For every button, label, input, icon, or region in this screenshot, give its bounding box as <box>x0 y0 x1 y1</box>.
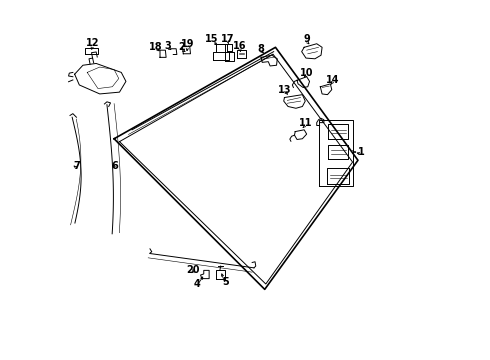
Text: 6: 6 <box>112 161 119 171</box>
Text: 12: 12 <box>86 38 99 48</box>
Text: 8: 8 <box>258 44 265 54</box>
Text: 14: 14 <box>326 75 340 85</box>
Text: 10: 10 <box>300 68 314 78</box>
Text: 16: 16 <box>233 41 246 50</box>
Text: 2: 2 <box>178 42 185 52</box>
Text: 11: 11 <box>298 118 312 128</box>
Text: 18: 18 <box>149 42 163 51</box>
Text: 1: 1 <box>358 147 365 157</box>
Text: 13: 13 <box>278 85 292 95</box>
Text: 4: 4 <box>193 279 200 289</box>
Text: 5: 5 <box>222 277 229 287</box>
Text: 20: 20 <box>186 265 200 275</box>
Text: 19: 19 <box>181 40 195 49</box>
Text: 17: 17 <box>221 34 235 44</box>
Text: 9: 9 <box>303 34 310 44</box>
Text: 3: 3 <box>165 41 172 50</box>
Text: 15: 15 <box>205 34 219 44</box>
Text: 7: 7 <box>73 161 80 171</box>
